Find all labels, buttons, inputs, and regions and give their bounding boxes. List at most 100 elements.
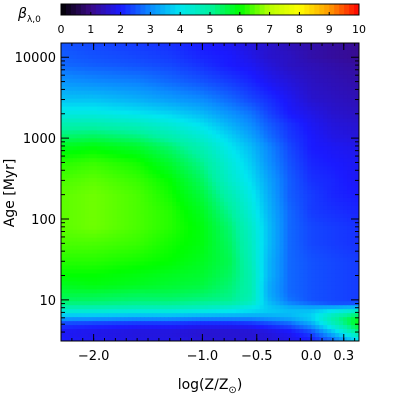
heatmap-cell bbox=[259, 193, 265, 199]
heatmap-cell bbox=[180, 118, 185, 123]
heatmap-cell bbox=[239, 170, 245, 175]
heatmap-cell bbox=[152, 221, 157, 227]
heatmap-cell bbox=[160, 158, 165, 163]
heatmap-cell bbox=[72, 201, 78, 207]
heatmap-cell bbox=[347, 142, 352, 147]
heatmap-cell bbox=[208, 122, 213, 127]
heatmap-cell bbox=[200, 265, 205, 270]
heatmap-cell bbox=[148, 281, 153, 286]
heatmap-cell bbox=[267, 221, 273, 227]
heatmap-cell bbox=[327, 54, 332, 60]
heatmap-cell bbox=[339, 86, 344, 92]
heatmap-cell bbox=[168, 162, 173, 167]
heatmap-cell bbox=[192, 162, 197, 167]
heatmap-cell bbox=[64, 98, 70, 104]
heatmap-cell bbox=[176, 118, 181, 123]
heatmap-cell bbox=[172, 82, 177, 88]
heatmap-cell bbox=[132, 46, 137, 52]
heatmap-cell bbox=[128, 217, 134, 223]
heatmap-cell bbox=[235, 269, 241, 274]
heatmap-cell bbox=[156, 265, 161, 270]
heatmap-cell bbox=[156, 221, 161, 227]
heatmap-cell bbox=[96, 273, 102, 278]
heatmap-cell bbox=[188, 86, 193, 92]
heatmap-cell bbox=[275, 106, 281, 112]
heatmap-cell bbox=[84, 106, 90, 112]
heatmap-cell bbox=[311, 225, 316, 231]
heatmap-cell bbox=[176, 213, 181, 219]
heatmap-cell bbox=[144, 142, 149, 147]
heatmap-cell bbox=[339, 221, 344, 227]
heatmap-cell bbox=[267, 58, 273, 64]
heatmap-cell bbox=[156, 158, 161, 163]
heatmap-cell bbox=[164, 90, 169, 96]
heatmap-cell bbox=[84, 166, 90, 171]
heatmap-cell bbox=[84, 170, 90, 175]
heatmap-cell bbox=[279, 114, 284, 119]
heatmap-cell bbox=[196, 106, 201, 112]
colorbar-tick-label: 4 bbox=[177, 23, 184, 36]
heatmap-cell bbox=[76, 281, 82, 286]
heatmap-cell bbox=[144, 201, 149, 207]
heatmap-cell bbox=[116, 253, 122, 259]
heatmap-cell bbox=[172, 43, 177, 48]
heatmap-cell bbox=[227, 106, 233, 112]
heatmap-cell bbox=[61, 94, 66, 100]
heatmap-cell bbox=[351, 50, 356, 56]
heatmap-cell bbox=[235, 277, 241, 282]
heatmap-cell bbox=[335, 297, 340, 302]
heatmap-cell bbox=[108, 86, 114, 92]
heatmap-cell bbox=[327, 186, 332, 191]
heatmap-cell bbox=[64, 106, 70, 112]
heatmap-cell bbox=[108, 261, 114, 266]
heatmap-cell bbox=[104, 158, 110, 163]
heatmap-cell bbox=[128, 106, 134, 112]
heatmap-cell bbox=[331, 166, 336, 171]
heatmap-cell bbox=[68, 106, 74, 112]
heatmap-cell bbox=[200, 190, 205, 195]
heatmap-cell bbox=[100, 134, 106, 139]
heatmap-cell bbox=[100, 66, 106, 72]
heatmap-cell bbox=[211, 190, 217, 195]
heatmap-cell bbox=[335, 273, 340, 278]
heatmap-cell bbox=[235, 58, 241, 64]
heatmap-cell bbox=[128, 249, 134, 255]
heatmap-cell bbox=[327, 225, 332, 231]
heatmap-cell bbox=[164, 46, 169, 52]
heatmap-cell bbox=[331, 98, 336, 104]
heatmap-cell bbox=[196, 281, 201, 286]
heatmap-cell bbox=[279, 193, 284, 199]
heatmap-cell bbox=[231, 162, 237, 167]
heatmap-cell bbox=[351, 182, 356, 187]
heatmap-cell bbox=[315, 205, 320, 211]
heatmap-cell bbox=[180, 174, 185, 179]
heatmap-cell bbox=[72, 245, 78, 251]
heatmap-cell bbox=[180, 186, 185, 191]
heatmap-cell bbox=[96, 197, 102, 203]
heatmap-cell bbox=[279, 142, 284, 147]
heatmap-cell bbox=[148, 122, 153, 127]
heatmap-cell bbox=[227, 225, 233, 231]
heatmap-cell bbox=[128, 233, 134, 239]
heatmap-cell bbox=[223, 70, 229, 76]
heatmap-cell bbox=[327, 138, 332, 143]
heatmap-cell bbox=[351, 58, 356, 64]
heatmap-cell bbox=[311, 197, 316, 203]
heatmap-cell bbox=[108, 289, 114, 294]
heatmap-cell bbox=[343, 297, 348, 302]
heatmap-cell bbox=[92, 166, 98, 171]
heatmap-cell bbox=[299, 122, 304, 127]
heatmap-cell bbox=[271, 62, 277, 68]
heatmap-cell bbox=[120, 241, 126, 247]
heatmap-cell bbox=[116, 62, 122, 68]
colorbar-segment bbox=[214, 4, 221, 15]
heatmap-cell bbox=[315, 237, 320, 243]
heatmap-cell bbox=[355, 209, 360, 215]
heatmap-cell bbox=[80, 86, 86, 92]
heatmap-cell bbox=[112, 253, 118, 259]
heatmap-cell bbox=[239, 241, 245, 247]
heatmap-cell bbox=[303, 126, 308, 131]
heatmap-cell bbox=[172, 142, 177, 147]
heatmap-cell bbox=[204, 158, 209, 163]
heatmap-cell bbox=[299, 158, 304, 163]
